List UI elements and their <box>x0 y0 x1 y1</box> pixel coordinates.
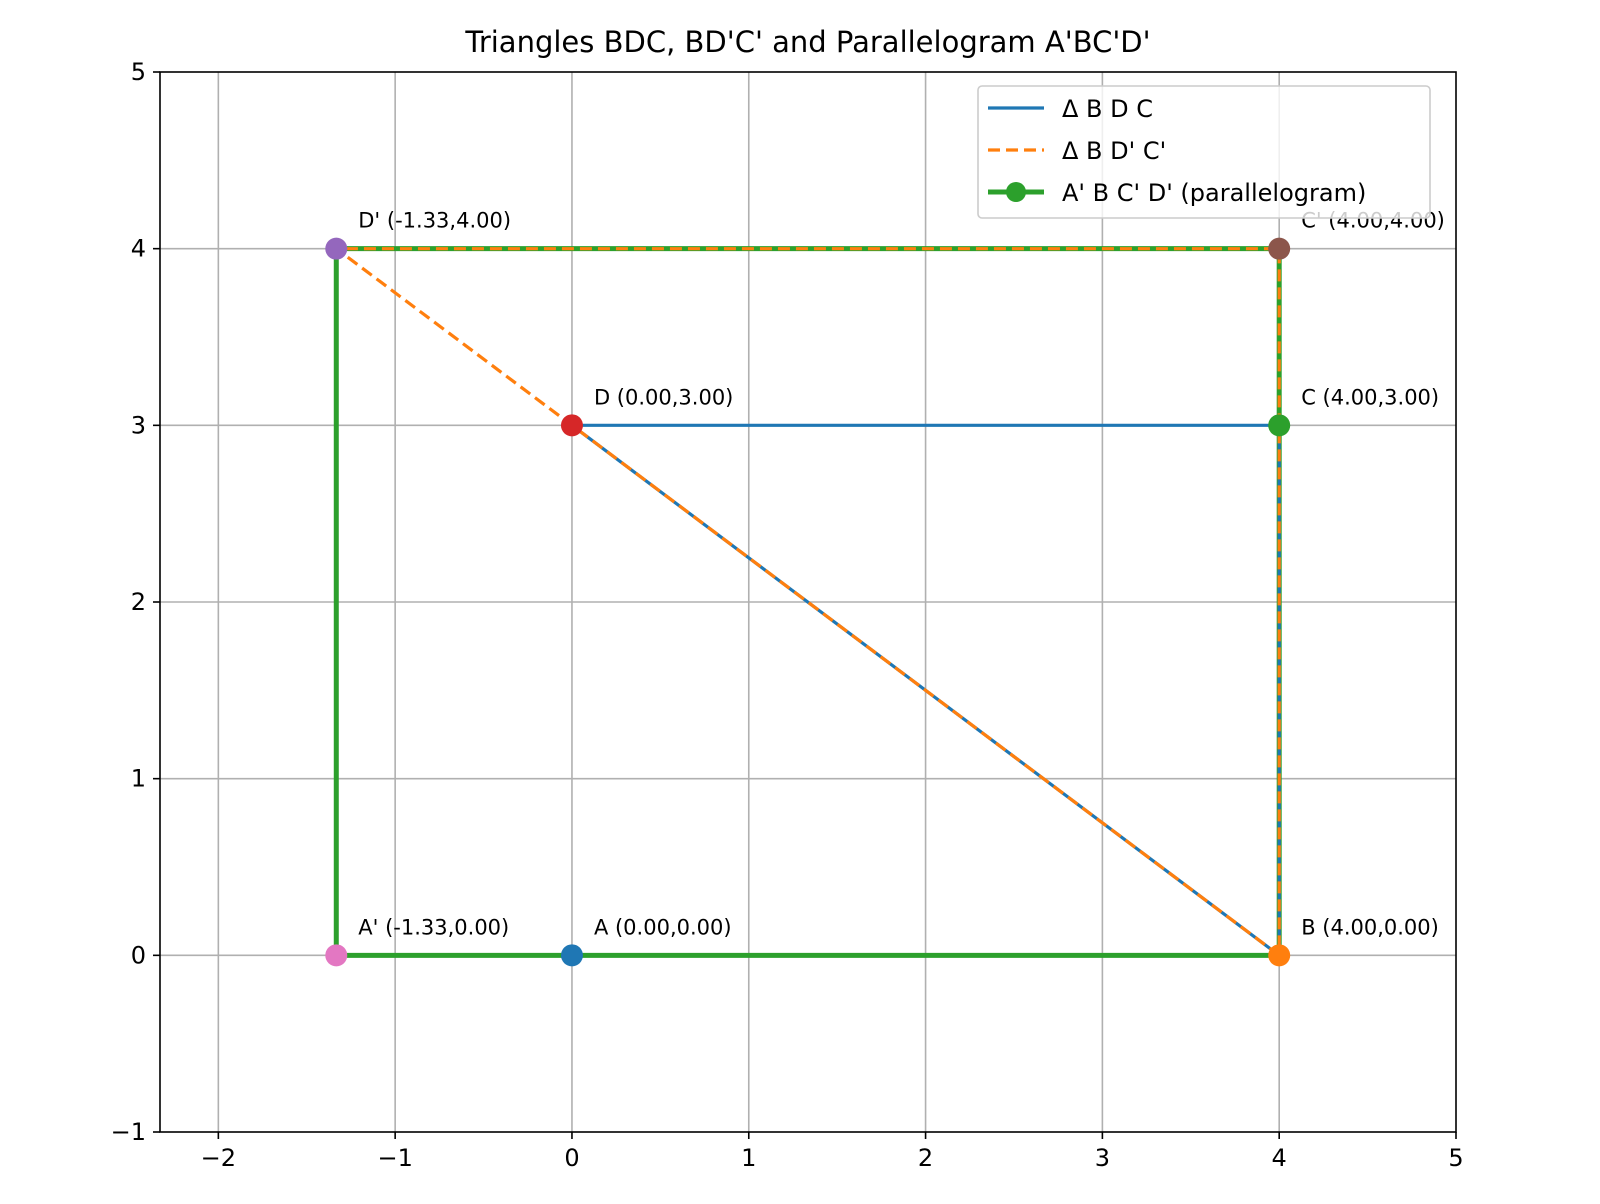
point-label: A (0.00,0.00) <box>594 915 732 939</box>
point-labels-layer: A (0.00,0.00) B (4.00,0.00) C (4.00,3.00) D… <box>358 209 1445 940</box>
x-tick-label: 4 <box>1272 1144 1287 1172</box>
legend: Δ B D C Δ B D' C' A' B C' D' (parallelogra… <box>977 85 1431 219</box>
point-a-prime <box>325 944 348 967</box>
axis-ticks: −2 −1 0 1 2 3 4 5 −1 0 1 2 3 4 5 <box>111 58 1464 1172</box>
y-tick-label: 4 <box>131 235 146 263</box>
point-d <box>560 414 583 437</box>
x-tick-label: 0 <box>564 1144 579 1172</box>
point-d-prime <box>325 237 348 260</box>
point-c <box>1268 414 1291 437</box>
points-layer <box>325 237 1291 967</box>
point-label: B (4.00,0.00) <box>1301 915 1439 939</box>
legend-box <box>977 85 1431 219</box>
y-tick-label: 1 <box>131 765 146 793</box>
x-tick-label: 5 <box>1448 1144 1463 1172</box>
point-label: D' (-1.33,4.00) <box>358 209 511 233</box>
y-tick-label: 2 <box>131 588 146 616</box>
legend-label: Δ B D' C' <box>1062 137 1166 165</box>
legend-marker <box>1006 182 1026 202</box>
y-tick-label: 3 <box>131 411 146 439</box>
point-label: D (0.00,3.00) <box>594 385 733 409</box>
chart-title: Triangles BDC, BD'C' and Parallelogram A… <box>464 25 1150 59</box>
x-tick-label: 1 <box>741 1144 756 1172</box>
x-tick-label: −2 <box>201 1144 236 1172</box>
point-a <box>560 944 583 967</box>
series-line-1 <box>334 247 1281 957</box>
point-c-prime <box>1268 237 1291 260</box>
point-label: C (4.00,3.00) <box>1301 385 1439 409</box>
y-tick-label: 0 <box>131 941 146 969</box>
y-tick-label: −1 <box>111 1118 146 1146</box>
x-tick-label: 3 <box>1095 1144 1110 1172</box>
x-tick-label: 2 <box>918 1144 933 1172</box>
x-tick-label: −1 <box>377 1144 412 1172</box>
point-b <box>1268 944 1291 967</box>
point-label: A' (-1.33,0.00) <box>358 915 509 939</box>
y-tick-label: 5 <box>131 58 146 86</box>
legend-label: Δ B D C <box>1062 95 1153 123</box>
legend-label: A' B C' D' (parallelogram) <box>1062 179 1366 207</box>
